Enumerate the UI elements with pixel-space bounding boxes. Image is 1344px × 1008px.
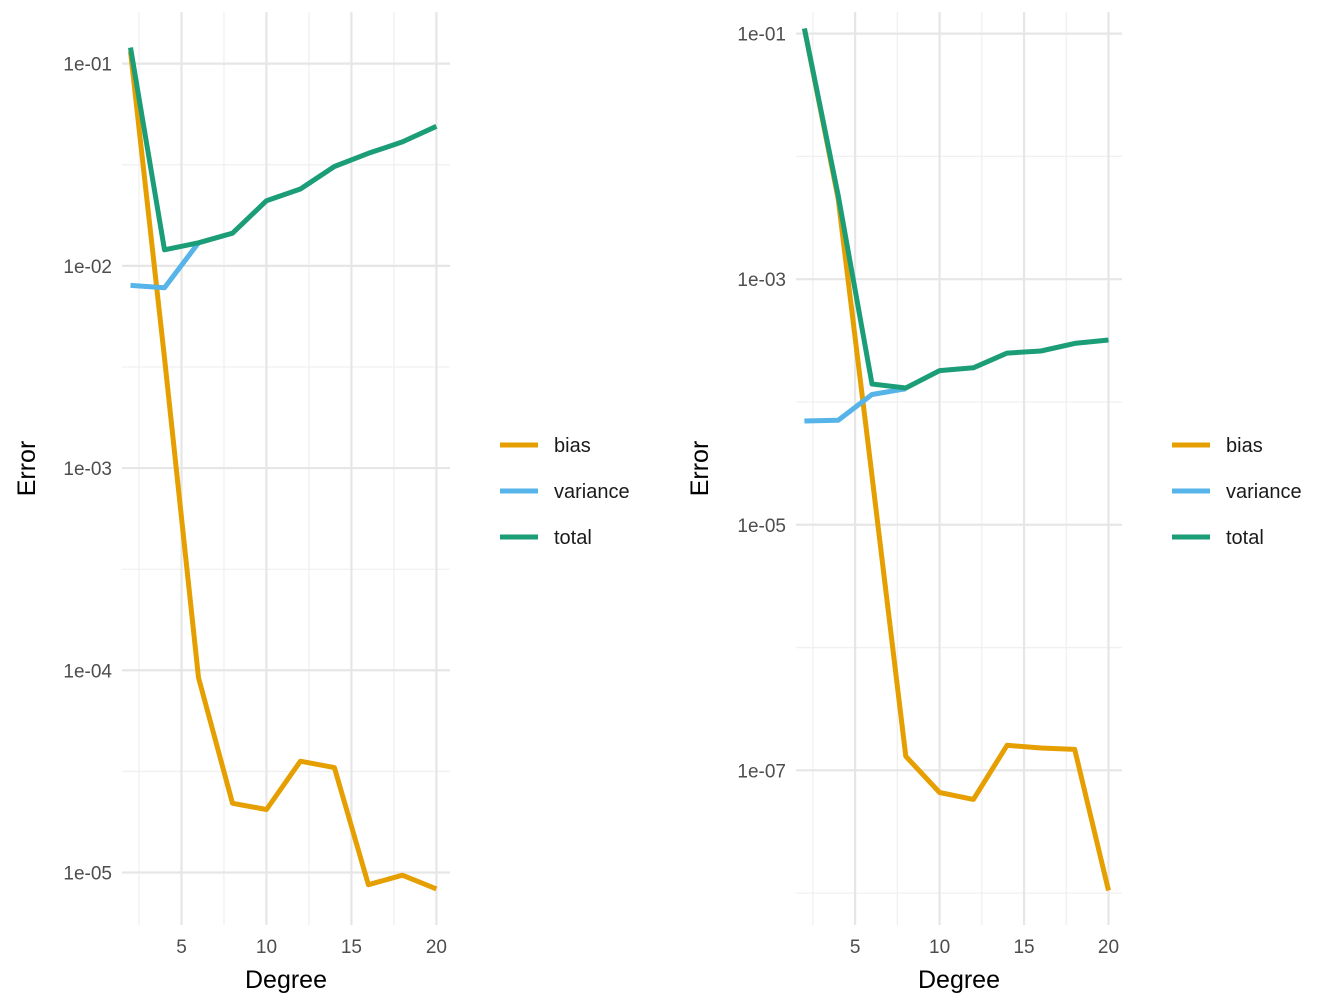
x-axis-title: Degree — [918, 966, 1000, 994]
x-tick-label: 20 — [426, 937, 447, 958]
legend-label-variance: variance — [1226, 481, 1302, 503]
y-tick-label: 1e-05 — [63, 863, 112, 884]
x-tick-label: 5 — [850, 937, 861, 958]
y-axis-title: Error — [13, 441, 41, 497]
legend: bias variance total — [1172, 435, 1302, 549]
legend-label-variance: variance — [554, 481, 630, 503]
legend-label-bias: bias — [554, 435, 591, 457]
x-tick-label: 15 — [341, 937, 362, 958]
grid — [796, 12, 1122, 925]
series-line-bias — [801, 28, 1111, 892]
y-tick-label: 1e-04 — [63, 661, 112, 682]
y-tick-label: 1e-01 — [737, 25, 786, 46]
y-axis-title: Error — [686, 441, 714, 497]
series-line-total — [801, 28, 1109, 391]
y-tick-label: 1e-01 — [63, 55, 112, 76]
y-tick-label: 1e-03 — [63, 459, 112, 480]
y-tick-label: 1e-05 — [737, 516, 786, 537]
x-tick-label: 10 — [256, 937, 277, 958]
legend-label-total: total — [554, 527, 592, 549]
y-tick-label: 1e-03 — [737, 270, 786, 291]
series-line-variance — [130, 241, 201, 291]
legend: bias variance total — [500, 435, 630, 549]
x-tick-label: 5 — [176, 937, 187, 958]
right-chart: 1e-01 1e-03 1e-05 1e-07 5 10 15 20 Degree Error bi… — [686, 12, 1302, 994]
x-tick-label: 15 — [1013, 937, 1034, 958]
x-axis-title: Degree — [245, 966, 327, 994]
x-tick-label: 20 — [1098, 937, 1119, 958]
x-tick-label: 10 — [929, 937, 950, 958]
left-chart: 1e-01 1e-02 1e-03 1e-04 1e-05 5 10 15 20 Degree Er… — [13, 12, 630, 994]
y-tick-label: 1e-02 — [63, 257, 112, 278]
legend-label-total: total — [1226, 527, 1264, 549]
series-line-bias — [128, 51, 438, 892]
series-line-total — [128, 47, 438, 253]
series-line-variance — [804, 386, 907, 424]
y-tick-label: 1e-07 — [737, 761, 786, 782]
legend-label-bias: bias — [1226, 435, 1263, 457]
